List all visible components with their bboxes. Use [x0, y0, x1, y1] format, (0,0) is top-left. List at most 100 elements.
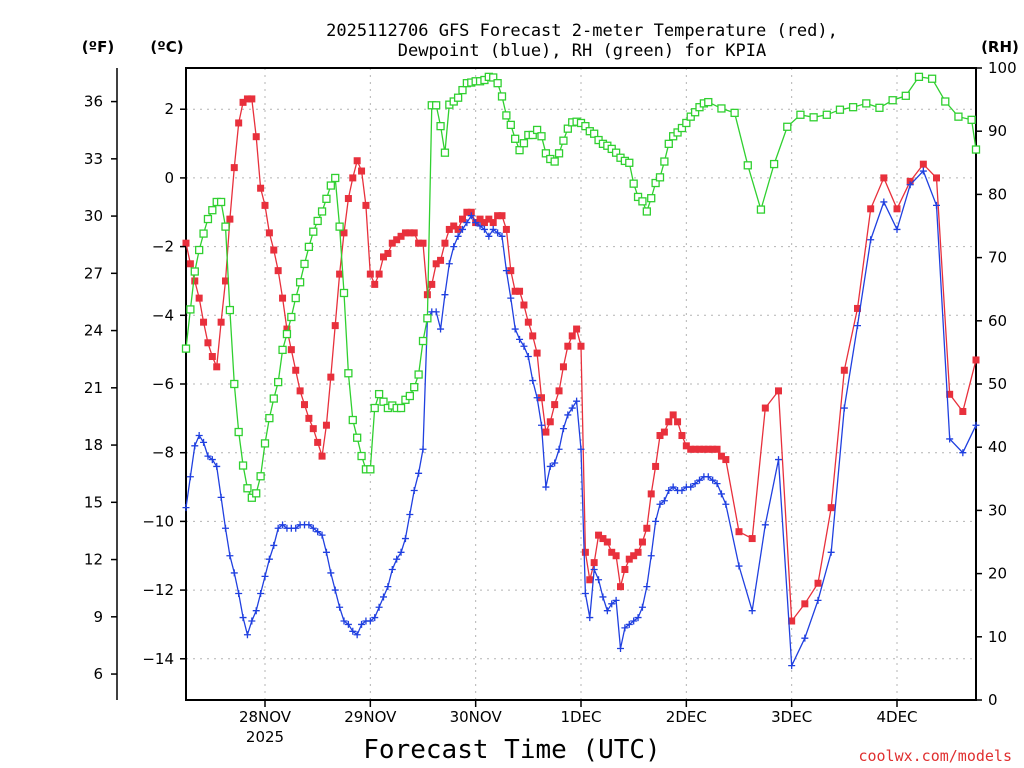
temperature-point	[393, 236, 401, 244]
rh-point	[655, 173, 665, 182]
rh-point	[550, 157, 559, 166]
temperature-point	[546, 418, 554, 426]
dewpoint-point	[314, 528, 322, 536]
temperature-point	[463, 208, 471, 216]
rh-point	[493, 79, 502, 88]
temperature-point	[287, 346, 295, 354]
temperature-point	[191, 277, 199, 285]
celsius-tick-label: −2	[152, 238, 174, 256]
rh-point	[967, 115, 976, 124]
temperature-point	[691, 445, 699, 453]
dewpoint-point	[590, 565, 598, 573]
temperature-point	[748, 535, 756, 543]
dewpoint-point	[322, 548, 330, 556]
dewpoint-point	[722, 500, 730, 508]
x-axis-title: Forecast Time (UTC)	[363, 735, 660, 765]
rh-point	[348, 415, 357, 425]
time-tick-label: 30NOV	[450, 708, 503, 726]
time-tick-sublabel: 2025	[246, 728, 284, 746]
rh-point	[809, 113, 818, 122]
temperature-point	[511, 287, 519, 295]
series-temperature	[182, 95, 980, 625]
rh-point	[269, 394, 278, 403]
temperature-point	[854, 304, 861, 312]
rh-point	[440, 148, 450, 157]
temperature-point	[344, 195, 352, 203]
rh-point	[660, 157, 669, 166]
temperature-point	[520, 301, 528, 309]
rh-point	[274, 377, 283, 387]
temperature-point	[309, 425, 317, 433]
temperature-point	[542, 428, 550, 436]
temperature-point	[630, 552, 638, 560]
dewpoint-point	[401, 535, 409, 543]
rh-point	[743, 161, 752, 170]
rh-point	[686, 112, 695, 121]
series-dewpoint	[182, 167, 980, 670]
rh-point	[515, 146, 524, 155]
dewpoint-point	[344, 620, 352, 628]
dewpoint-point	[265, 555, 273, 563]
temperature-point	[687, 445, 695, 453]
time-tick-label: 1DEC	[560, 708, 601, 726]
rh-point	[366, 465, 375, 474]
dewpoint-point	[305, 521, 313, 529]
dewpoint-point	[880, 198, 888, 206]
temperature-point	[568, 332, 576, 340]
temperature-point	[208, 353, 216, 361]
dewpoint-point	[494, 229, 502, 237]
dewpoint-point	[775, 456, 782, 464]
rh-point	[647, 194, 656, 203]
dewpoint-point	[375, 603, 383, 611]
fahrenheit-tick-label: 24	[84, 322, 103, 340]
rh-tick-label: 20	[988, 565, 1007, 583]
source-credit-link[interactable]: coolwx.com/models	[858, 747, 1012, 765]
temperature-point	[353, 157, 361, 165]
rh-point	[704, 97, 713, 107]
dewpoint-point	[735, 562, 743, 570]
dewpoint-point	[599, 593, 607, 601]
temperature-point	[401, 229, 409, 237]
dewpoint-point	[349, 627, 357, 635]
dewpoint-point	[529, 377, 537, 385]
dewpoint-point	[239, 614, 247, 622]
temperature-point	[608, 548, 616, 556]
temperature-point	[612, 552, 620, 560]
celsius-tick-label: −4	[152, 306, 174, 324]
dewpoint-point	[472, 219, 480, 227]
rh-point	[344, 369, 353, 378]
temperature-point	[366, 270, 374, 278]
dewpoint-point	[801, 634, 809, 642]
dewpoint-point	[538, 421, 545, 429]
rh-point	[783, 122, 792, 131]
dewpoint-point	[270, 541, 278, 549]
temperature-point	[410, 229, 418, 237]
rh-point	[243, 484, 252, 493]
dewpoint-point	[243, 631, 251, 639]
rh-point	[374, 389, 384, 399]
rh-ticks: 0 10 20 30 40 50 60 70 80 90 100	[976, 59, 1017, 709]
temperature-point	[678, 432, 686, 440]
rh-point	[295, 278, 305, 287]
temperature-point	[248, 95, 256, 103]
dewpoint-point	[213, 462, 221, 470]
dewpoint-point	[524, 353, 532, 361]
rh-unit-label: (RH)	[981, 38, 1019, 56]
rh-point	[822, 110, 831, 119]
temperature-point	[388, 239, 396, 247]
dewpoint-point	[485, 232, 493, 240]
rh-point	[581, 121, 590, 131]
dewpoint-point	[480, 225, 488, 233]
temperature-point	[665, 418, 673, 426]
celsius-unit-label: (ºC)	[150, 38, 183, 56]
temperature-point	[533, 349, 541, 357]
dewpoint-point	[612, 596, 620, 604]
rh-point	[317, 207, 327, 216]
grid-lines	[186, 68, 976, 700]
dewpoint-point	[827, 548, 835, 556]
temperature-point	[380, 253, 387, 261]
temperature-point	[257, 184, 265, 192]
rh-point	[458, 85, 467, 95]
rh-point	[432, 101, 441, 110]
